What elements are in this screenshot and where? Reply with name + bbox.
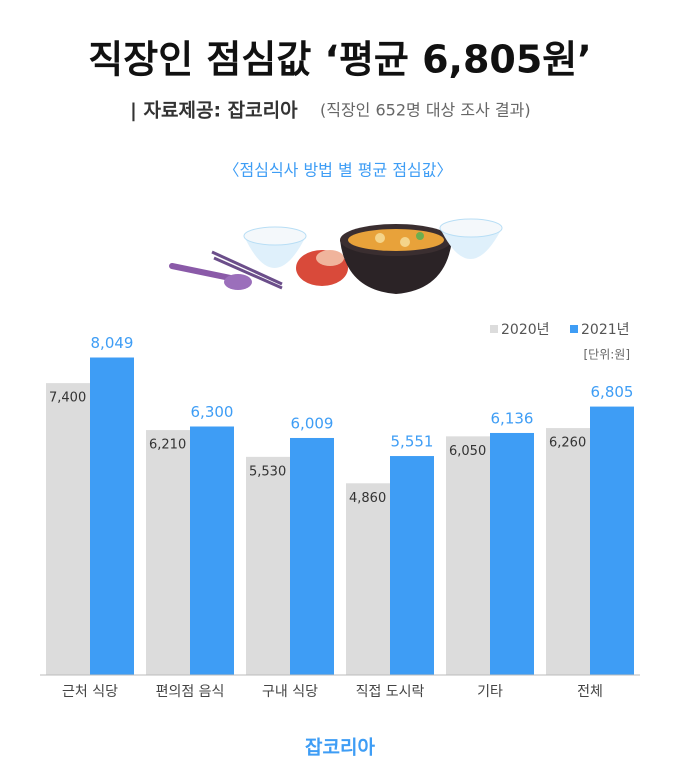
x-tick-label: 근처 식당: [62, 684, 118, 700]
x-tick-label: 전체: [577, 684, 603, 700]
bar: [190, 426, 234, 675]
chart-title: 직장인 점심값 ‘평균 6,805원’: [88, 38, 591, 82]
legend-swatch: [570, 325, 578, 333]
value-label: 6,009: [291, 414, 334, 432]
value-label: 7,400: [49, 391, 86, 406]
bar: [446, 436, 490, 675]
bar: [546, 428, 590, 675]
source-note: (직장인 652명 대상 조사 결과): [320, 101, 531, 120]
x-tick-label: 기타: [477, 684, 503, 700]
value-label: 6,210: [149, 438, 186, 453]
x-tick-label: 구내 식당: [262, 684, 318, 700]
bar: [490, 432, 534, 675]
bar: [290, 437, 334, 675]
bar: [46, 383, 90, 675]
value-label: 4,860: [349, 491, 386, 506]
unit-label: [단위:원]: [583, 348, 630, 362]
x-tick-label: 직접 도시락: [356, 684, 425, 700]
value-label: 6,300: [191, 403, 234, 421]
value-label: 6,136: [491, 409, 534, 427]
value-label: 5,551: [391, 433, 434, 451]
value-label: 6,050: [449, 444, 486, 459]
value-label: 5,530: [249, 464, 286, 479]
value-label: 6,805: [591, 383, 634, 401]
bar: [146, 430, 190, 675]
bar: [246, 456, 290, 675]
illustration: [169, 218, 503, 294]
footer: 잡코리아: [305, 737, 375, 759]
bar: [390, 456, 434, 675]
x-tick-label: 편의점 음식: [156, 684, 225, 700]
legend-label: 2021년: [581, 322, 630, 338]
legend-swatch: [490, 325, 498, 333]
bar: [346, 483, 390, 675]
source-label: | 자료제공: 잡코리아: [130, 100, 298, 122]
legend-label: 2020년: [501, 322, 550, 338]
value-label: 8,049: [91, 334, 134, 352]
chart-subtitle: 〈점심식사 방법 별 평균 점심값〉: [224, 161, 453, 180]
bar: [90, 357, 134, 675]
bar: [590, 406, 634, 675]
value-label: 6,260: [549, 436, 586, 451]
